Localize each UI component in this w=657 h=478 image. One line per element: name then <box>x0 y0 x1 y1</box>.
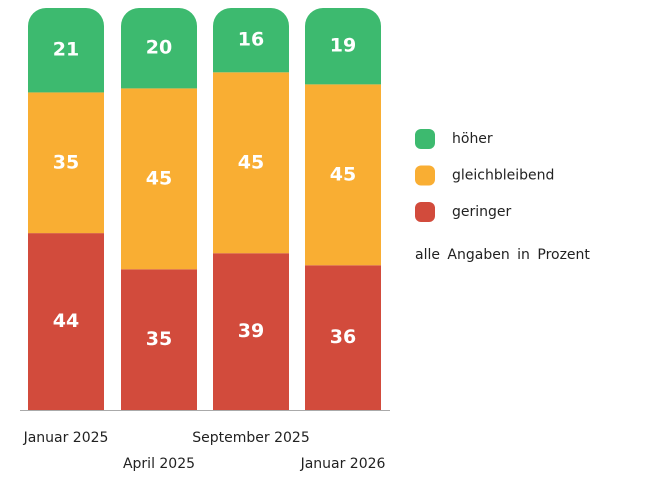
bar-segment <box>28 92 104 234</box>
legend-label: gleichbleibend <box>452 168 554 184</box>
x-tick-label: Januar 2025 <box>23 430 109 446</box>
bar-segment <box>305 84 381 266</box>
bar-segment <box>213 72 289 254</box>
value-label: 39 <box>238 320 264 342</box>
bar-segment <box>121 8 197 89</box>
bar-stack <box>305 8 381 410</box>
value-label: 19 <box>330 35 356 57</box>
bar-stack <box>28 8 104 410</box>
legend-swatch <box>415 129 435 149</box>
bar-segment <box>305 265 381 410</box>
legend-label: höher <box>452 131 493 147</box>
bar-segment <box>213 253 289 410</box>
legend-swatch <box>415 165 435 186</box>
bar-stack <box>213 8 289 410</box>
note: alle Angaben in Prozent <box>415 247 590 263</box>
value-label: 35 <box>53 151 79 173</box>
bar-segment <box>121 88 197 270</box>
value-label: 21 <box>53 39 79 61</box>
value-label: 45 <box>330 163 356 185</box>
value-label: 45 <box>238 151 264 173</box>
value-label: 44 <box>53 310 79 332</box>
value-label: 36 <box>330 326 356 348</box>
value-label: 20 <box>146 37 172 59</box>
value-label: 16 <box>238 29 264 51</box>
legend-label: geringer <box>452 204 512 220</box>
legend-swatch <box>415 202 435 222</box>
bar-segment <box>28 8 104 93</box>
x-tick-label: Januar 2026 <box>300 456 386 472</box>
x-tick-label: April 2025 <box>123 456 195 472</box>
value-label: 35 <box>146 328 172 350</box>
bar-segment <box>121 269 197 410</box>
bar-stack <box>121 8 197 410</box>
value-label: 45 <box>146 167 172 189</box>
bar-segment <box>213 8 289 73</box>
bar-segment <box>28 233 104 410</box>
x-tick-label: September 2025 <box>192 430 309 446</box>
bar-segment <box>305 8 381 85</box>
